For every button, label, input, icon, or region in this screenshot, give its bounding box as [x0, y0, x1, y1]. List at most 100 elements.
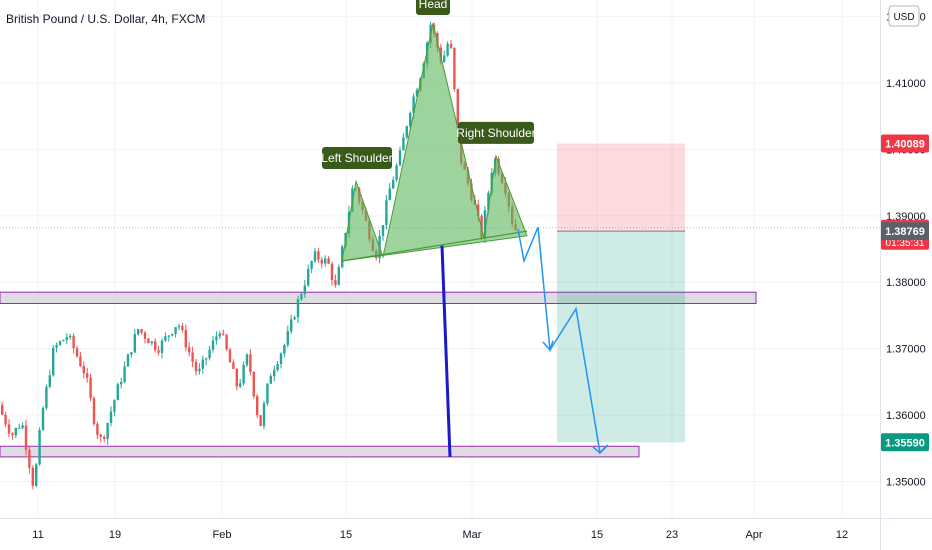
candle-body — [443, 55, 446, 63]
candle-body — [69, 335, 72, 338]
candle-body — [58, 341, 62, 345]
candle-body — [412, 96, 415, 113]
candle-body — [24, 425, 28, 450]
projection-arrow — [592, 445, 607, 454]
pattern-labels: Head Left Shoulder Right Shoulder — [321, 0, 536, 170]
candle-body — [52, 347, 55, 376]
candle-body — [487, 192, 490, 211]
position-tool — [557, 143, 685, 443]
candle-body — [198, 368, 201, 372]
candle-body — [256, 396, 259, 416]
candle-body — [201, 359, 204, 369]
candle-body — [157, 350, 160, 353]
candle-body — [211, 340, 215, 350]
price-tick-label: 1.37000 — [886, 344, 926, 356]
candle-body — [130, 352, 133, 355]
pattern-label-text: Left Shoulder — [321, 151, 392, 165]
candle-body — [449, 43, 453, 48]
candle-body — [283, 345, 286, 354]
candle-body — [133, 334, 136, 353]
candle-body — [334, 280, 337, 285]
candle-body — [446, 43, 449, 56]
candle-body — [21, 425, 24, 428]
candle-body — [307, 268, 310, 286]
candle-body — [41, 407, 45, 430]
candle-body — [35, 464, 38, 486]
time-tick-label: Feb — [213, 529, 232, 541]
candle-body — [402, 137, 405, 151]
candle-body — [205, 358, 208, 360]
price-tick-label: 1.41000 — [886, 78, 926, 90]
candle-body — [225, 334, 228, 350]
candle-body — [89, 377, 92, 399]
candle-body — [82, 366, 85, 374]
candle-body — [409, 112, 412, 127]
pattern-label-text: Head — [419, 0, 448, 11]
candle-body — [337, 267, 340, 285]
candle-body — [415, 90, 419, 97]
candle-body — [279, 353, 283, 365]
candle-body — [171, 333, 174, 336]
time-tick-label: 15 — [591, 529, 603, 541]
candle-body — [72, 335, 75, 349]
time-tick-label: Apr — [745, 529, 762, 541]
projection-arrow — [542, 340, 554, 352]
candle-body — [477, 204, 480, 216]
currency-button[interactable]: USD — [888, 5, 920, 27]
price-tag-box — [881, 433, 929, 452]
stop-loss-zone — [557, 143, 685, 232]
candle-body — [86, 373, 89, 378]
candle-body — [405, 126, 408, 138]
currency-button-frame — [888, 5, 920, 27]
projection-path — [517, 226, 609, 455]
candle-body — [290, 319, 293, 332]
support-zones — [0, 291, 757, 458]
candle-body — [126, 354, 130, 367]
candle-body — [303, 285, 306, 295]
price-tick-label: 1.38000 — [886, 277, 926, 289]
candle-body — [300, 294, 303, 300]
candle-body — [4, 414, 7, 425]
price-tag-value: 1.40089 — [885, 139, 925, 151]
candle-body — [317, 251, 320, 260]
candle-body — [218, 333, 221, 337]
candle-body — [177, 325, 181, 328]
candle-body — [188, 347, 191, 353]
candle-body — [55, 344, 58, 348]
candle-body — [65, 337, 68, 341]
candle-body — [150, 341, 153, 344]
candle-body — [313, 251, 317, 262]
time-tick-label: Mar — [463, 529, 482, 541]
candle-body — [341, 246, 344, 268]
candle-body — [235, 369, 238, 387]
support-zone — [0, 291, 757, 304]
time-tick-label: 15 — [340, 529, 352, 541]
price-tag-box — [881, 134, 929, 153]
candle-body — [31, 467, 34, 486]
candle-body — [381, 225, 385, 236]
candle-body — [174, 327, 177, 334]
candle-body — [14, 428, 17, 436]
price-tag-value: 1.35590 — [885, 437, 925, 449]
candle-body — [273, 370, 276, 377]
pattern-label-box — [322, 147, 392, 170]
candle-body — [395, 165, 398, 181]
pattern-label-box — [458, 121, 534, 144]
candle-body — [252, 372, 255, 397]
candle-body — [11, 433, 14, 436]
candle-body — [293, 317, 296, 320]
candle-body — [99, 434, 102, 437]
candle-body — [208, 349, 211, 359]
candle-body — [137, 329, 140, 335]
candle-body — [191, 352, 194, 362]
time-tick-label: 12 — [836, 529, 848, 541]
candle-body — [453, 47, 456, 90]
time-tick-label: 11 — [32, 529, 43, 541]
candle-body — [164, 336, 167, 341]
candle-body — [92, 398, 96, 424]
candle-body — [38, 429, 41, 465]
candle-body — [398, 150, 402, 166]
